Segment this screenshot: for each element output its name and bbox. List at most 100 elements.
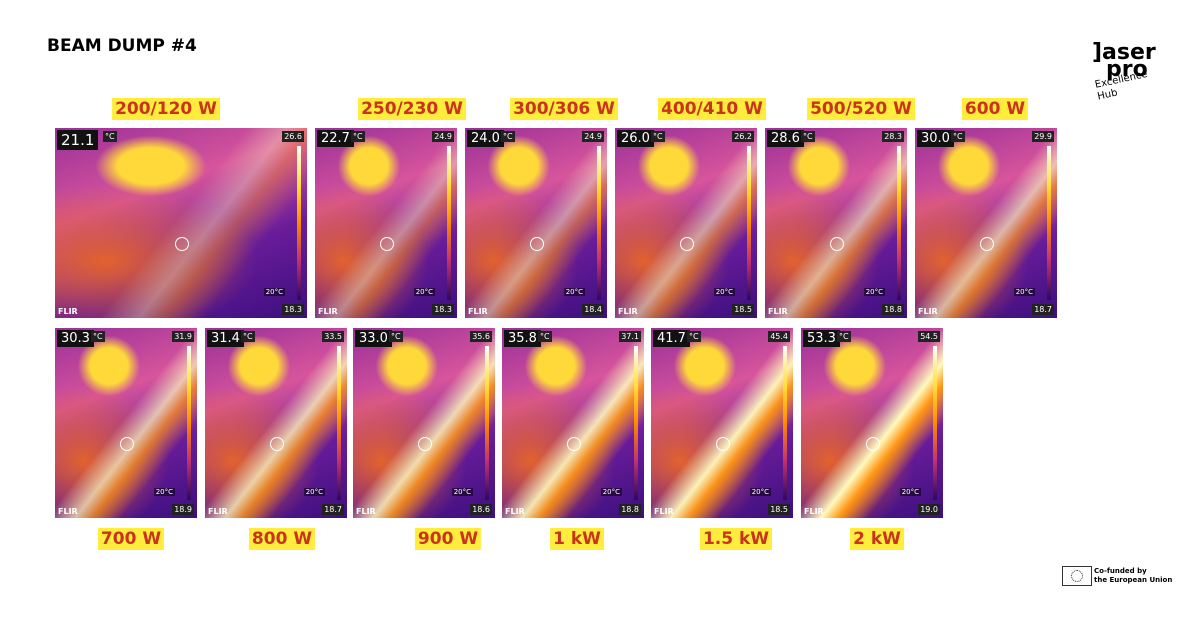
brand: FLIR <box>208 507 228 516</box>
power-label: 600 W <box>961 98 1029 120</box>
thermal-image: 33.0 °C 35.6 18.6 20°C FLIR <box>353 328 495 518</box>
crosshair <box>680 237 694 251</box>
thermal-image: 30.0 °C 29.9 18.7 20°C FLIR <box>915 128 1057 318</box>
unit: °C <box>351 131 365 142</box>
reading: 22.7 <box>317 130 354 147</box>
crosshair <box>567 437 581 451</box>
reading: 30.3 <box>57 330 94 347</box>
power-label: 2 kW <box>850 528 904 550</box>
scale-min: 18.3 <box>432 304 454 315</box>
thermal-image: 28.6 °C 28.3 18.8 20°C FLIR <box>765 128 907 318</box>
reference-temp: 20°C <box>153 488 175 496</box>
scale-min: 18.7 <box>322 504 344 515</box>
color-scale <box>634 346 638 500</box>
eu-line: the European Union <box>1094 576 1173 584</box>
brand: FLIR <box>505 507 525 516</box>
logo: ]aser pro <box>1092 40 1156 82</box>
reference-temp: 20°C <box>749 488 771 496</box>
brand: FLIR <box>58 307 78 316</box>
reference-temp: 20°C <box>600 488 622 496</box>
reference-temp: 20°C <box>413 288 435 296</box>
reading: 41.7 <box>653 330 690 347</box>
scale-max: 24.9 <box>582 131 604 142</box>
thermal-image: 41.7 °C 45.4 18.5 20°C FLIR <box>651 328 793 518</box>
thermal-image: 21.1 °C 26.6 18.3 20°C FLIR <box>55 128 307 318</box>
power-label: 250/230 W <box>358 98 466 120</box>
thermal-image: 30.3 °C 31.9 18.9 20°C FLIR <box>55 328 197 518</box>
brand: FLIR <box>318 307 338 316</box>
scale-max: 31.9 <box>172 331 194 342</box>
logo-line: ]aser <box>1092 40 1156 65</box>
color-scale <box>297 146 301 300</box>
crosshair <box>716 437 730 451</box>
crosshair <box>830 237 844 251</box>
thermal-image: 26.0 °C 26.2 18.5 20°C FLIR <box>615 128 757 318</box>
brand: FLIR <box>768 307 788 316</box>
unit: °C <box>538 331 552 342</box>
eu-stars <box>1071 570 1083 582</box>
reading: 30.0 <box>917 130 954 147</box>
color-scale <box>747 146 751 300</box>
title: BEAM DUMP #4 <box>47 36 197 56</box>
brand: FLIR <box>468 307 488 316</box>
reference-temp: 20°C <box>899 488 921 496</box>
scale-min: 18.4 <box>582 304 604 315</box>
scale-min: 19.0 <box>918 504 940 515</box>
crosshair <box>175 237 189 251</box>
scale-min: 18.5 <box>768 504 790 515</box>
brand: FLIR <box>918 307 938 316</box>
reading: 26.0 <box>617 130 654 147</box>
thermal-image: 31.4 °C 33.5 18.7 20°C FLIR <box>205 328 347 518</box>
scale-min: 18.3 <box>282 304 304 315</box>
scale-min: 18.7 <box>1032 304 1054 315</box>
reference-temp: 20°C <box>451 488 473 496</box>
unit: °C <box>837 331 851 342</box>
crosshair <box>866 437 880 451</box>
reference-temp: 20°C <box>863 288 885 296</box>
power-label: 200/120 W <box>112 98 220 120</box>
color-scale <box>337 346 341 500</box>
unit: °C <box>801 131 815 142</box>
reading: 21.1 <box>57 130 99 150</box>
power-label: 900 W <box>414 528 482 550</box>
scale-min: 18.8 <box>882 304 904 315</box>
unit: °C <box>389 331 403 342</box>
reading: 24.0 <box>467 130 504 147</box>
scale-max: 33.5 <box>322 331 344 342</box>
crosshair <box>980 237 994 251</box>
eu-line: Co-funded by <box>1094 567 1147 575</box>
power-label: 300/306 W <box>510 98 618 120</box>
thermal-image: 24.0 °C 24.9 18.4 20°C FLIR <box>465 128 607 318</box>
scale-max: 28.3 <box>882 131 904 142</box>
crosshair <box>418 437 432 451</box>
power-label: 1.5 kW <box>699 528 773 550</box>
color-scale <box>597 146 601 300</box>
logo-line: pro <box>1106 57 1148 82</box>
scale-max: 29.9 <box>1032 131 1054 142</box>
power-label: 700 W <box>97 528 165 550</box>
color-scale <box>783 346 787 500</box>
scale-min: 18.6 <box>470 504 492 515</box>
reading: 31.4 <box>207 330 244 347</box>
scale-max: 54.5 <box>918 331 940 342</box>
color-scale <box>447 146 451 300</box>
eu-text: Co-funded by the European Union <box>1094 567 1172 585</box>
reference-temp: 20°C <box>563 288 585 296</box>
color-scale <box>485 346 489 500</box>
crosshair <box>530 237 544 251</box>
crosshair <box>270 437 284 451</box>
brand: FLIR <box>58 507 78 516</box>
color-scale <box>933 346 937 500</box>
color-scale <box>187 346 191 500</box>
color-scale <box>1047 146 1051 300</box>
thermal-image: 22.7 °C 24.9 18.3 20°C FLIR <box>315 128 457 318</box>
unit: °C <box>241 331 255 342</box>
unit: °C <box>687 331 701 342</box>
scale-max: 37.1 <box>619 331 641 342</box>
unit: °C <box>951 131 965 142</box>
unit: °C <box>91 331 105 342</box>
brand: FLIR <box>804 507 824 516</box>
scale-max: 45.4 <box>768 331 790 342</box>
power-label: 500/520 W <box>807 98 915 120</box>
